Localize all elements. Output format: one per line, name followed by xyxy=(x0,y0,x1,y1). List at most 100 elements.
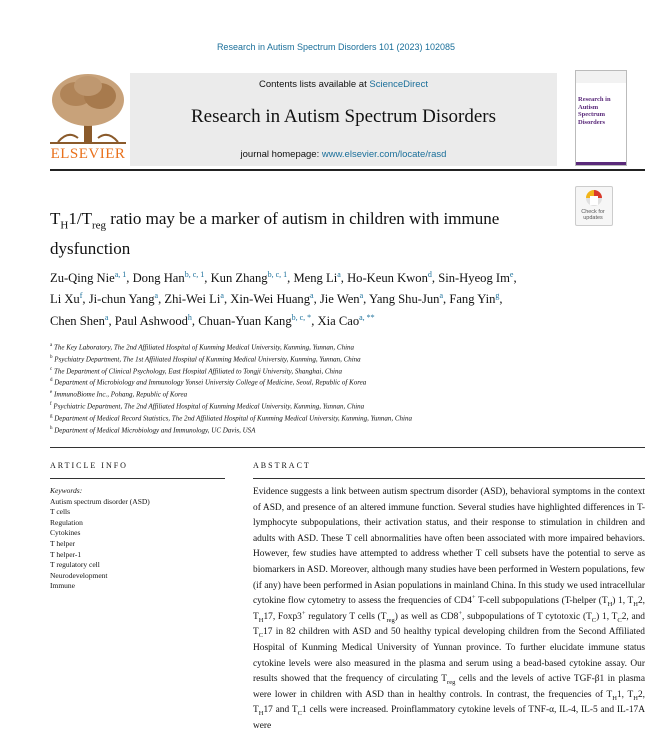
author-separator: , xyxy=(126,271,130,286)
author-name[interactable]: Paul Ashwood xyxy=(114,313,188,328)
header-box xyxy=(130,73,557,166)
abstract-subscript: reg xyxy=(386,616,395,624)
homepage-prefix: journal homepage: xyxy=(240,149,322,160)
affiliation-letter: h xyxy=(50,425,53,431)
abstract-subscript: H xyxy=(607,601,613,609)
title-subscript: H xyxy=(60,219,69,232)
author-name[interactable]: Ho-Keun Kwon xyxy=(347,271,428,286)
affiliation: e ImmunoBiome Inc., Pohang, Republic of … xyxy=(50,388,610,400)
homepage-link[interactable]: www.elsevier.com/locate/rasd xyxy=(321,149,447,160)
cover-title: Research in Autism Spectrum Disorders xyxy=(578,96,611,126)
cover-band xyxy=(576,71,626,83)
sciencedirect-link[interactable]: ScienceDirect xyxy=(369,79,428,90)
author-name[interactable]: Jie Wen xyxy=(319,292,360,307)
author-affiliation-marks[interactable]: e xyxy=(509,270,514,279)
affiliation: d Department of Microbiology and Immunol… xyxy=(50,376,610,388)
author-name[interactable]: Li Xu xyxy=(50,292,80,307)
abstract-run: ) 1, T xyxy=(612,596,634,607)
author-name[interactable]: Xin-Wei Huang xyxy=(230,292,311,307)
title-subscript: reg xyxy=(91,219,106,232)
author-name[interactable]: Chen Shen xyxy=(50,313,105,328)
author-affiliation-marks[interactable]: a xyxy=(359,291,364,301)
abstract-run: , subpopulations of T cytotoxic (T xyxy=(462,611,592,622)
affiliation-text: The Department of Clinical Psychology, E… xyxy=(53,366,342,375)
author: Zhi-Wei Lia, xyxy=(164,291,228,307)
author-name[interactable]: Yang Shu-Jun xyxy=(369,292,440,307)
affiliation-letter: f xyxy=(50,402,52,408)
abstract-subscript: reg xyxy=(447,679,456,686)
affiliation: g Department of Medical Record Statistic… xyxy=(50,412,610,424)
author: Zu-Qing Niea, 1, xyxy=(50,270,130,286)
author-affiliation-marks[interactable]: a xyxy=(104,312,109,322)
author-affiliation-marks[interactable]: g xyxy=(495,291,500,301)
author-separator: , xyxy=(311,313,315,328)
author: Dong Hanb, c, 1, xyxy=(132,270,208,286)
author-name[interactable]: Xia Cao xyxy=(317,313,360,328)
abstract-heading: ABSTRACT xyxy=(253,461,311,470)
author-affiliation-marks[interactable]: a xyxy=(220,291,224,301)
journal-cover[interactable] xyxy=(575,70,627,166)
author-separator: , xyxy=(223,292,228,307)
header-rule xyxy=(50,169,645,171)
abstract-run: regulatory T cells (T xyxy=(305,611,387,622)
author-affiliation-marks[interactable]: h xyxy=(187,312,192,322)
article-info-heading: ARTICLE INFO xyxy=(50,461,128,470)
author-name[interactable]: Fang Yin xyxy=(449,292,496,307)
author-name[interactable]: Ji-chun Yang xyxy=(88,292,155,307)
author-name[interactable]: Zhi-Wei Li xyxy=(164,292,221,307)
author-affiliation-marks[interactable]: f xyxy=(79,291,83,301)
author-separator: , xyxy=(431,271,436,286)
affiliation-letter: b xyxy=(50,354,53,360)
author-separator: , xyxy=(313,292,317,307)
author-affiliation-marks[interactable]: a, 1 xyxy=(114,270,127,279)
affiliation-letter: c xyxy=(50,366,53,372)
author-affiliation-marks[interactable]: a, ** xyxy=(359,312,375,322)
author-affiliation-marks[interactable]: a xyxy=(337,270,341,279)
affiliation-text: ImmunoBiome Inc., Pohang, Republic of Ko… xyxy=(53,390,188,399)
abstract-subscript: C xyxy=(258,632,264,640)
keywords-label: Keywords: xyxy=(50,486,83,495)
keyword: T helper xyxy=(50,538,76,548)
author-affiliation-marks[interactable]: a xyxy=(310,291,314,301)
cover-stripe xyxy=(576,162,626,165)
author-separator: , xyxy=(340,271,344,286)
keyword: T helper-1 xyxy=(50,549,82,559)
author-name[interactable]: Dong Han xyxy=(132,271,185,286)
author-separator: , xyxy=(513,271,517,286)
author-affiliation-marks[interactable]: b, c, 1 xyxy=(267,270,288,279)
check-updates-badge[interactable] xyxy=(575,186,613,226)
author-affiliation-marks[interactable]: b, c, 1 xyxy=(184,270,205,279)
abstract-run: 1 cells were increased. Proinflammatory … xyxy=(253,705,645,731)
author: Meng Lia, xyxy=(293,270,344,286)
article-title: TH1/Treg ratio may be a marker of autism… xyxy=(50,207,570,260)
homepage-line: journal homepage: www.elsevier.com/locat… xyxy=(130,149,557,160)
author: Ji-chun Yanga, xyxy=(88,291,162,307)
author: Jie Wena, xyxy=(319,291,366,307)
title-part: ratio may be a marker of autism in child… xyxy=(50,209,500,259)
author-name[interactable]: Kun Zhang xyxy=(210,271,268,286)
author-name[interactable]: Meng Li xyxy=(293,271,338,286)
journal-reference[interactable]: Research in Autism Spectrum Disorders 10… xyxy=(216,42,456,52)
author-affiliation-marks[interactable]: d xyxy=(427,270,432,279)
author-affiliation-marks[interactable]: b, c, * xyxy=(291,312,312,322)
author-separator: , xyxy=(158,292,162,307)
abstract-run: Evidence suggests a link between autism … xyxy=(253,487,645,607)
keyword: T cells xyxy=(50,507,71,517)
author-affiliation-marks[interactable]: a xyxy=(154,291,159,301)
author: Chen Shena, xyxy=(50,312,112,328)
affiliation-text: Department of Microbiology and Immunolog… xyxy=(54,378,367,387)
author-affiliation-marks[interactable]: a xyxy=(439,291,444,301)
affiliation: c The Department of Clinical Psychology,… xyxy=(50,365,610,377)
author-name[interactable]: Zu-Qing Nie xyxy=(50,271,115,286)
abstract-superscript: + xyxy=(458,609,463,617)
keyword: Immune xyxy=(50,581,75,591)
author-name[interactable]: Sin-Hyeog Im xyxy=(438,271,510,286)
affiliation: f Psychiatric Department, The 2nd Affili… xyxy=(50,400,610,412)
abstract-run: 17, Foxp3 xyxy=(263,611,302,622)
author-separator: , xyxy=(108,313,112,328)
author-name[interactable]: Chuan-Yuan Kang xyxy=(198,313,292,328)
abstract-subscript: C xyxy=(617,616,622,624)
author-separator: , xyxy=(204,271,208,286)
section-rule xyxy=(50,447,645,448)
author: Paul Ashwoodh, xyxy=(114,312,195,328)
